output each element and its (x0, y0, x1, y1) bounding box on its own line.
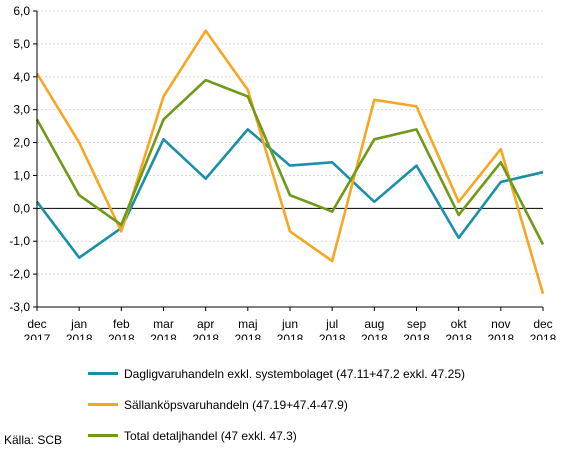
legend-label-dagligvaruhandeln: Dagligvaruhandeln exkl. systembolaget (4… (124, 366, 465, 381)
x-tick-label-month: dec (533, 317, 552, 331)
x-tick-label-year: 2018 (530, 332, 557, 340)
legend-label-total-detaljhandel: Total detaljhandel (47 exkl. 47.3) (124, 428, 297, 443)
series-line-1 (35, 29, 545, 295)
x-tick-label-month: okt (451, 317, 468, 331)
legend-item-total-detaljhandel: Total detaljhandel (47 exkl. 47.3) (88, 420, 465, 451)
x-tick-label-month: aug (364, 317, 384, 331)
series-line-2 (35, 78, 545, 246)
y-tick-labels: -3,0 -2,0 -1,0 0,0 1,0 2,0 3,0 4,0 5,0 6,0 (9, 4, 30, 314)
legend: Dagligvaruhandeln exkl. systembolaget (4… (88, 358, 465, 451)
x-tick-label-year: 2018 (361, 332, 388, 340)
x-tick-label-month: maj (238, 317, 257, 331)
x-tick-label-month: feb (113, 317, 130, 331)
x-tick-label-year: 2017 (24, 332, 51, 340)
x-tick-labels: dec2017jan2018feb2018mar2018apr2018maj20… (24, 317, 557, 340)
series-lines (35, 29, 545, 295)
x-tick-label-year: 2018 (234, 332, 261, 340)
x-tick-label-year: 2018 (403, 332, 430, 340)
x-tick-label-year: 2018 (445, 332, 472, 340)
legend-label-sallankopsvaruhandeln: Sällanköpsvaruhandeln (47.19+47.4-47.9) (124, 397, 348, 412)
y-tick-label: 4,0 (13, 70, 30, 84)
axes (33, 10, 544, 311)
x-tick-label-year: 2018 (277, 332, 304, 340)
legend-item-sallankopsvaruhandeln: Sällanköpsvaruhandeln (47.19+47.4-47.9) (88, 389, 465, 420)
x-tick-label-year: 2018 (66, 332, 93, 340)
x-tick-label-year: 2018 (319, 332, 346, 340)
legend-swatch-sallankopsvaruhandeln (88, 403, 118, 406)
x-tick-label-month: dec (27, 317, 46, 331)
x-tick-label-month: sep (407, 317, 427, 331)
x-tick-label-month: apr (197, 317, 214, 331)
y-tick-label: -2,0 (9, 267, 30, 281)
x-tick-label-month: jun (281, 317, 298, 331)
y-tick-label: 2,0 (13, 136, 30, 150)
legend-item-dagligvaruhandeln: Dagligvaruhandeln exkl. systembolaget (4… (88, 358, 465, 389)
y-tick-label: -3,0 (9, 300, 30, 314)
y-tick-label: 1,0 (13, 168, 30, 182)
y-tick-label: 5,0 (13, 37, 30, 51)
y-tick-label: 3,0 (13, 103, 30, 117)
x-tick-label-year: 2018 (108, 332, 135, 340)
x-tick-label-year: 2018 (487, 332, 514, 340)
legend-swatch-dagligvaruhandeln (88, 372, 118, 375)
gridlines (37, 10, 543, 275)
x-tick-label-month: mar (153, 317, 174, 331)
x-tick-label-month: jan (70, 317, 87, 331)
x-tick-label-month: jul (325, 317, 338, 331)
y-tick-label: 6,0 (13, 4, 30, 18)
y-tick-label: -1,0 (9, 234, 30, 248)
legend-swatch-total-detaljhandel (88, 434, 118, 437)
x-tick-label-month: nov (491, 317, 510, 331)
source-note: Källa: SCB (4, 433, 63, 447)
x-tick-label-year: 2018 (150, 332, 177, 340)
y-tick-label: 0,0 (13, 201, 30, 215)
line-chart: -3,0-2,0-1,00,01,02,03,04,05,06,0 dec201… (9, 4, 557, 340)
x-tick-label-year: 2018 (192, 332, 219, 340)
